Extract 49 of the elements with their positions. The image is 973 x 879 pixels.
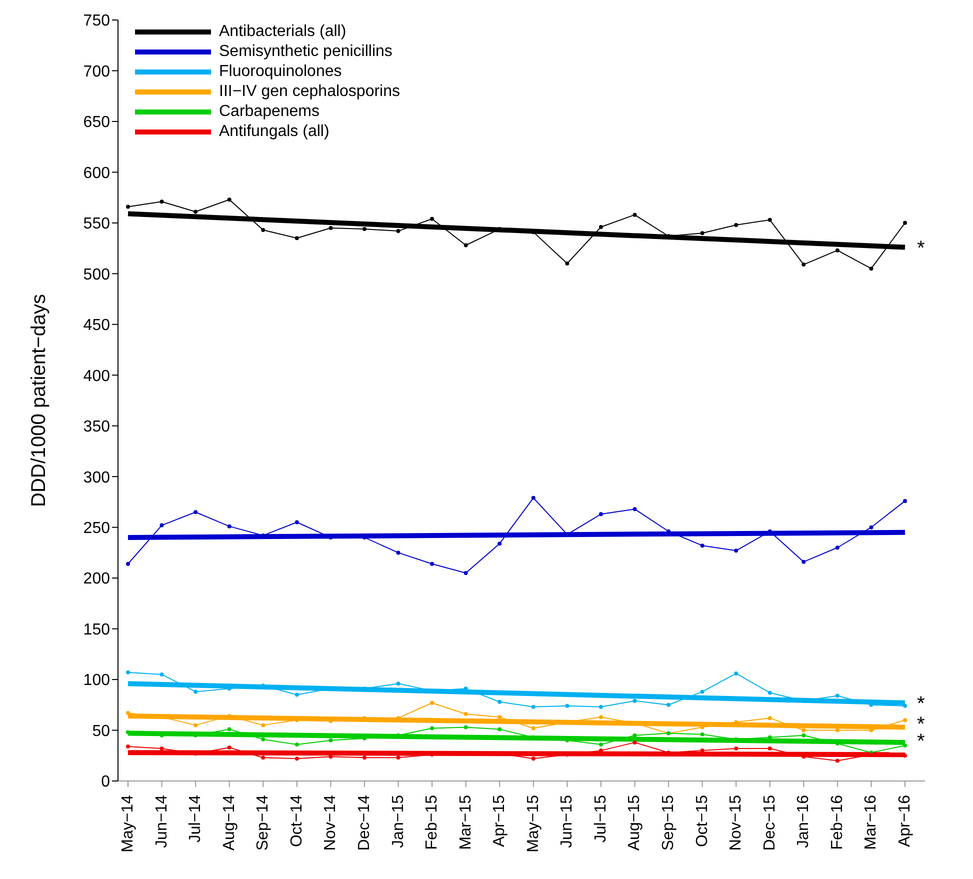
x-tick-label: Jan−15 — [390, 794, 407, 848]
x-tick-label: Jun−14 — [153, 794, 170, 848]
legend-label: Fluoroquinolones — [219, 63, 342, 81]
x-tick-label: Sep−15 — [660, 794, 678, 851]
x-tick-label: Feb−16 — [828, 794, 846, 850]
y-tick-label: 250 — [83, 520, 110, 538]
y-tick-label: 0 — [101, 774, 110, 791]
x-tick-label: Apr−16 — [896, 794, 914, 848]
y-tick-label: 650 — [83, 114, 110, 132]
x-tick-label: Aug−14 — [220, 794, 238, 851]
x-tick-label: Oct−15 — [694, 794, 711, 848]
y-tick-label: 150 — [83, 621, 110, 638]
x-tick-label: Dec−14 — [356, 794, 373, 851]
annotation: * — [917, 237, 925, 260]
x-tick-label: Nov−14 — [322, 794, 340, 851]
x-tick-label: Dec−15 — [761, 794, 778, 851]
y-tick-label: 550 — [83, 216, 110, 233]
x-tick-label: Aug−15 — [626, 794, 644, 851]
y-tick-label: 50 — [92, 722, 110, 740]
y-tick-label: 200 — [83, 570, 110, 588]
legend-label: Antibacterials (all) — [219, 23, 346, 41]
x-tick-label: Feb−15 — [424, 794, 441, 850]
y-tick-label: 400 — [83, 368, 110, 385]
x-tick-label: Mar−16 — [862, 794, 880, 850]
legend-label: Carbapenems — [219, 103, 320, 121]
legend-label: III−IV gen cephalosporins — [219, 83, 400, 101]
x-tick-label: May−14 — [120, 794, 136, 852]
y-tick-label: 600 — [83, 164, 110, 182]
x-tick-label: Jan−16 — [795, 794, 812, 848]
x-tick-label: Jul−15 — [592, 794, 610, 843]
y-tick-label: 750 — [83, 12, 110, 30]
y-axis-title: DDD/1000 patient−days — [28, 294, 50, 507]
x-tick-label: Jul−14 — [187, 794, 204, 843]
legend-label: Semisynthetic penicillins — [219, 43, 392, 61]
x-tick-label: Apr−15 — [491, 794, 508, 848]
y-tick-label: 300 — [83, 469, 110, 486]
y-tick-label: 700 — [83, 63, 110, 80]
x-tick-label: Mar−15 — [457, 794, 474, 850]
y-tick-label: 450 — [83, 317, 110, 334]
y-tick-label: 100 — [83, 672, 110, 690]
x-tick-label: Nov−15 — [728, 794, 745, 851]
x-tick-label: Jun−15 — [558, 794, 576, 848]
y-tick-label: 500 — [83, 266, 110, 284]
x-tick-label: Oct−14 — [288, 794, 306, 848]
x-tick-label: May−15 — [524, 794, 542, 852]
x-tick-label: Sep−14 — [254, 794, 272, 851]
annotation: * — [917, 692, 925, 715]
legend-label: Antifungals (all) — [219, 123, 330, 141]
y-tick-label: 350 — [83, 418, 110, 436]
